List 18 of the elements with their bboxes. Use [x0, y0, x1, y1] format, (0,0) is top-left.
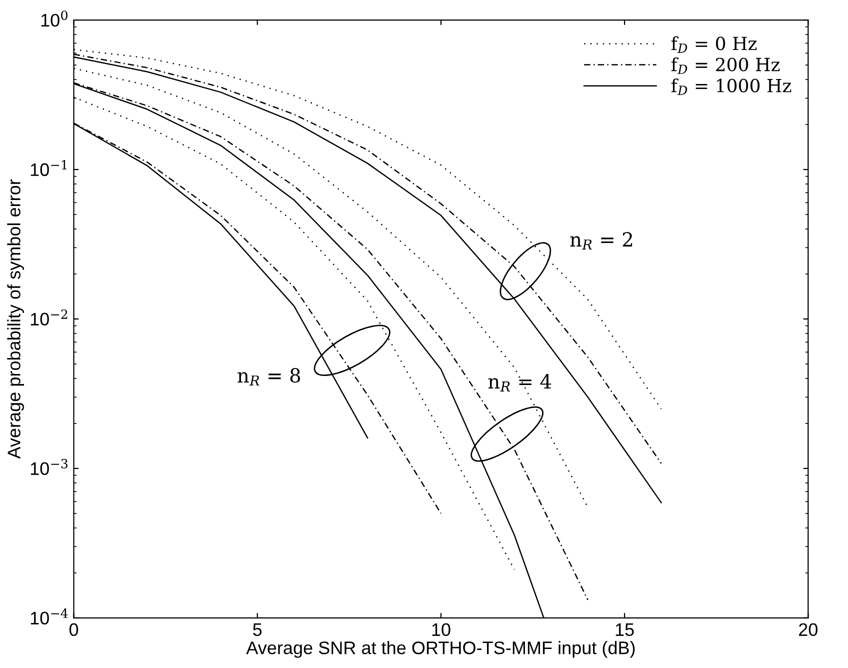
y-axis-title: Average probability of symbol error	[7, 179, 24, 459]
legend-label: f$_{D}$ = 0 Hz	[671, 36, 757, 53]
annotation: n$_{R}$ = 4	[488, 374, 552, 392]
legend-label: f$_{D}$ = 200 Hz	[671, 57, 780, 74]
y-tick-label: 10$^{−3}$	[30, 458, 68, 476]
y-tick-label: 10$^{0}$	[41, 10, 68, 27]
x-tick-label: 20	[799, 623, 818, 636]
annotation: n$_{R}$ = 8	[238, 368, 300, 386]
y-tick-label: 10$^{−4}$	[30, 608, 68, 624]
annotation: n$_{R}$ = 2	[570, 232, 632, 250]
legend-label: f$_{D}$ = 1000 Hz	[671, 78, 792, 95]
x-axis-title: Average SNR at the ORTHO-TS-MMF input (dB)	[246, 640, 635, 658]
x-tick-label: 0	[69, 623, 78, 636]
x-tick-label: 10	[432, 623, 450, 636]
y-tick-label: 10$^{−2}$	[30, 309, 68, 326]
x-tick-label: 15	[616, 623, 634, 636]
x-tick-label: 5	[253, 623, 262, 636]
y-tick-label: 10$^{−1}$	[30, 160, 67, 176]
